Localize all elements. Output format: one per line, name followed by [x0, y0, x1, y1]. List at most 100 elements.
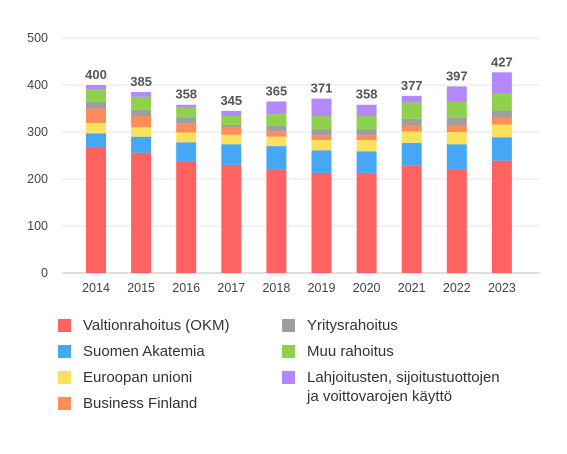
- y-tick-label: 500: [27, 31, 48, 45]
- bar-segment-2017-series-5: [221, 115, 242, 125]
- y-tick-label: 200: [27, 172, 48, 186]
- bar-segment-2018-series-5: [266, 114, 287, 126]
- legend: Valtionrahoitus (OKM) Suomen Akatemia Euro…: [58, 316, 558, 436]
- bar-segment-2021-series-1: [401, 142, 422, 166]
- x-tick-label: 2023: [488, 281, 516, 295]
- bar-segment-2016-series-1: [176, 142, 197, 162]
- bar-segment-2016-series-5: [176, 107, 197, 118]
- bar-segment-2022-series-0: [446, 169, 467, 273]
- legend-label: Euroopan unioni: [83, 369, 193, 386]
- bar-segment-2015-series-4: [131, 109, 152, 117]
- legend-swatch: [282, 319, 295, 332]
- bar-total-label: 427: [491, 54, 513, 69]
- bar-segment-2014-series-3: [86, 108, 106, 124]
- x-tick-label: 2014: [82, 281, 110, 295]
- bar-segment-2021-series-2: [401, 131, 422, 143]
- legend-swatch: [58, 319, 71, 332]
- x-tick-label: 2018: [262, 281, 290, 295]
- legend-item-series-0: Valtionrahoitus (OKM): [58, 316, 229, 335]
- bar-segment-2019-series-4: [311, 129, 332, 136]
- legend-swatch: [58, 397, 71, 410]
- bar-segment-2017-series-1: [221, 144, 242, 165]
- legend-swatch: [282, 371, 295, 384]
- bar-segment-2022-series-5: [446, 101, 467, 118]
- bar-segment-2014-series-2: [86, 123, 106, 134]
- legend-item-series-4: Yritysrahoitus: [282, 316, 398, 335]
- bar-segment-2016-series-4: [176, 117, 197, 124]
- bar-segment-2019-series-6: [311, 98, 332, 117]
- bar-segment-2015-series-1: [131, 136, 152, 153]
- legend-label: Muu rahoitus: [307, 343, 394, 360]
- bar-total-labels: 400 385 358 345 365 371 358 377 397 427: [85, 54, 513, 108]
- y-tick-label: 300: [27, 125, 48, 139]
- bar-segment-2021-series-5: [401, 102, 422, 119]
- bar-segment-2017-series-2: [221, 134, 242, 145]
- bar-segment-2018-series-4: [266, 125, 287, 132]
- bar-segment-2017-series-3: [221, 127, 242, 135]
- bar-segment-2014-series-5: [86, 89, 106, 102]
- x-axis-tick-labels: 2014 2015 2016 2017 2018 2019 2020 2021 2022 2023: [82, 281, 516, 295]
- bar-segment-2018-series-6: [266, 101, 287, 115]
- bar-total-label: 371: [311, 81, 333, 96]
- bar-segment-2016-series-0: [176, 161, 197, 273]
- legend-label: Yritysrahoitus: [307, 317, 398, 334]
- bar-segment-2020-series-2: [356, 139, 377, 152]
- bar-segment-2015-series-6: [131, 92, 152, 97]
- bar-segment-2018-series-1: [266, 146, 287, 170]
- bar-segment-2017-series-6: [221, 110, 242, 116]
- bar-segment-2023-series-2: [491, 124, 512, 138]
- x-tick-label: 2016: [172, 281, 200, 295]
- legend-swatch: [282, 345, 295, 358]
- bar-segment-2020-series-3: [356, 135, 377, 140]
- x-tick-label: 2021: [398, 281, 426, 295]
- legend-label: Lahjoitusten, sijoitustuottojen ja voitt…: [307, 369, 500, 405]
- bar-segment-2023-series-6: [491, 72, 512, 94]
- bar-total-label: 358: [175, 87, 197, 102]
- legend-label: Business Finland: [83, 395, 198, 412]
- bar-segment-2020-series-4: [356, 129, 377, 136]
- bar-segment-2015-series-5: [131, 96, 152, 110]
- bar-total-label: 385: [130, 74, 152, 89]
- bar-segment-2019-series-1: [311, 150, 332, 173]
- bar-total-label: 377: [401, 78, 423, 93]
- bar-segment-2022-series-4: [446, 117, 467, 126]
- x-tick-label: 2015: [127, 281, 155, 295]
- bar-segment-2015-series-2: [131, 127, 152, 137]
- bar-segment-2016-series-6: [176, 104, 197, 108]
- bar-segment-2023-series-3: [491, 117, 512, 125]
- legend-item-series-2: Euroopan unioni: [58, 368, 192, 387]
- bar-segment-2019-series-5: [311, 116, 332, 130]
- bar-segment-2021-series-0: [401, 165, 422, 273]
- bar-segment-2019-series-0: [311, 172, 332, 273]
- y-tick-label: 100: [27, 219, 48, 233]
- legend-swatch: [58, 371, 71, 384]
- x-tick-label: 2022: [443, 281, 471, 295]
- y-tick-label: 0: [41, 266, 48, 280]
- legend-label: Suomen Akatemia: [83, 343, 205, 360]
- bar-total-label: 365: [266, 83, 288, 98]
- x-tick-label: 2017: [217, 281, 245, 295]
- bar-segment-2022-series-3: [446, 125, 467, 132]
- bar-segment-2022-series-6: [446, 86, 467, 102]
- bar-segment-2020-series-1: [356, 151, 377, 173]
- bar-segment-2017-series-0: [221, 164, 242, 273]
- bar-stacks: [86, 72, 512, 273]
- legend-item-series-1: Suomen Akatemia: [58, 342, 205, 361]
- legend-swatch: [58, 345, 71, 358]
- bar-segment-2023-series-1: [491, 137, 512, 161]
- bar-segment-2023-series-5: [491, 93, 512, 111]
- bar-segment-2023-series-4: [491, 110, 512, 118]
- bar-segment-2019-series-3: [311, 135, 332, 140]
- bar-segment-2015-series-3: [131, 116, 152, 128]
- legend-item-series-5: Muu rahoitus: [282, 342, 394, 361]
- bar-segment-2022-series-2: [446, 132, 467, 145]
- y-tick-label: 400: [27, 78, 48, 92]
- bar-segment-2020-series-0: [356, 172, 377, 273]
- bar-segment-2021-series-3: [401, 125, 422, 132]
- bar-segment-2022-series-1: [446, 144, 467, 170]
- bar-segment-2017-series-4: [221, 124, 242, 128]
- bar-segment-2014-series-6: [86, 85, 106, 90]
- bar-segment-2016-series-2: [176, 132, 197, 143]
- bar-total-label: 345: [220, 93, 242, 108]
